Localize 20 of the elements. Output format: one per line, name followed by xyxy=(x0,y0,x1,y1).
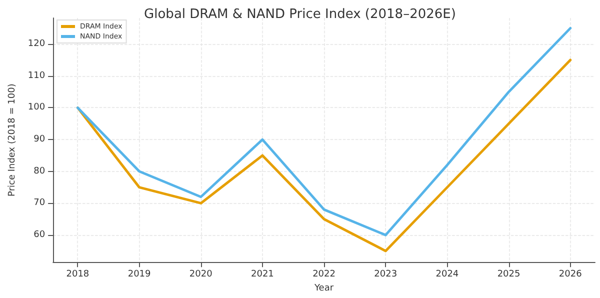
line-series xyxy=(76,58,572,252)
y-tick-label: 60 xyxy=(34,230,46,240)
x-tick-label: 2019 xyxy=(128,270,152,280)
y-axis-title: Price Index (2018 = 100) xyxy=(8,84,18,196)
chart-title: Global DRAM & NAND Price Index (2018–2026E) xyxy=(144,7,456,22)
y-tick-label: 90 xyxy=(34,134,46,145)
x-tick-label: 2026 xyxy=(558,270,582,280)
y-tick-label: 120 xyxy=(28,39,46,50)
x-tick-label: 2018 xyxy=(66,270,90,280)
x-tick-label: 2023 xyxy=(374,270,398,280)
y-tick-label: 100 xyxy=(28,102,46,113)
x-axis-title: Year xyxy=(314,284,334,294)
x-tick-label: 2021 xyxy=(251,270,274,280)
x-tick-label: 2020 xyxy=(189,270,213,280)
y-tick-label: 80 xyxy=(34,166,46,176)
x-tick-label: 2025 xyxy=(497,270,520,280)
y-tick-label: 110 xyxy=(28,70,46,81)
x-tick-label: 2024 xyxy=(436,270,459,280)
x-tick-label: 2022 xyxy=(312,270,336,280)
y-tick-label: 70 xyxy=(34,198,46,208)
